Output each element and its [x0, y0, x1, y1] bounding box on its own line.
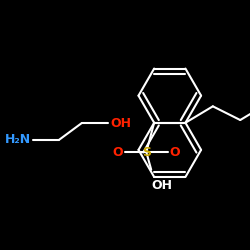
Text: S: S: [142, 146, 151, 158]
Text: OH: OH: [151, 180, 172, 192]
Text: O: O: [170, 146, 180, 158]
Text: O: O: [112, 146, 123, 158]
Text: OH: OH: [110, 116, 131, 130]
Text: H₂N: H₂N: [5, 133, 31, 146]
